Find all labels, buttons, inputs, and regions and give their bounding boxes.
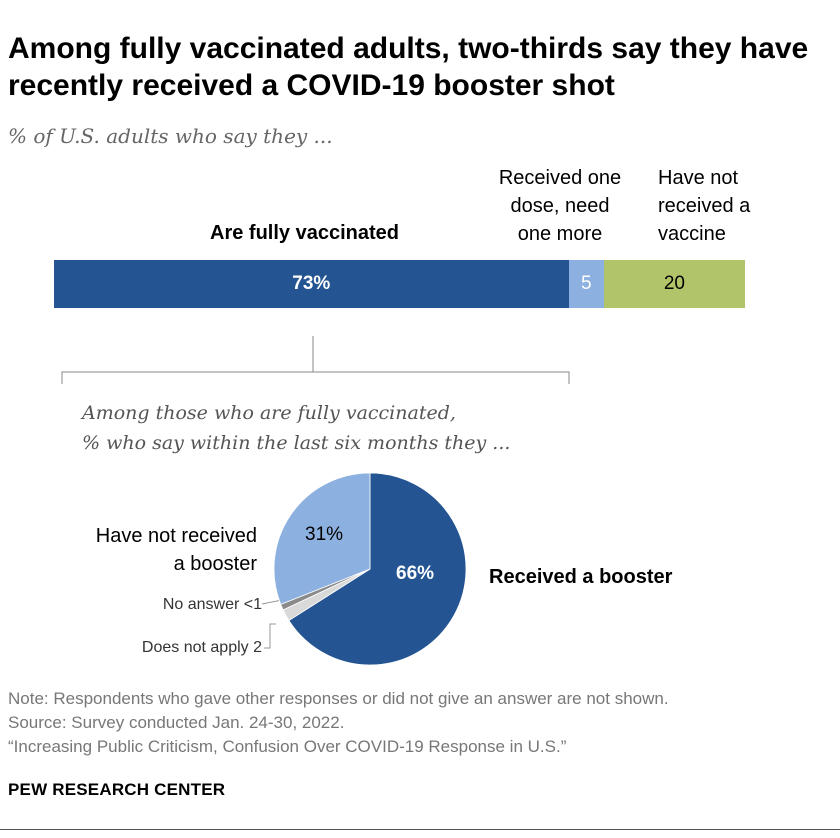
bottom-divider — [0, 829, 840, 830]
bar-label-one-dose-line1: Received one — [498, 167, 622, 189]
bar-value-one-dose: 5 — [580, 273, 592, 294]
pie-slice-not-received — [273, 472, 371, 605]
source-text: Source: Survey conducted Jan. 24-30, 202… — [8, 713, 345, 732]
pie-label-no-answer: No answer <1 — [162, 596, 262, 613]
bar-value-fully-vaccinated: 73% — [292, 273, 331, 294]
bar-label-not-vaccinated-line1: Have not — [658, 167, 739, 189]
bar-label-not-vaccinated-line2: received a — [658, 195, 751, 217]
bar-label-one-dose-line3: one more — [517, 223, 603, 245]
chart-title: Among fully vaccinated adults, two-third… — [8, 32, 809, 102]
pie-label-does-not-apply: Does not apply 2 — [141, 639, 262, 656]
pie-value-not-received: 31% — [305, 524, 344, 545]
bracket-line — [61, 371, 570, 384]
report-title: “Increasing Public Criticism, Confusion … — [8, 737, 567, 756]
pie-subtitle-line1: Among those who are fully vaccinated, — [82, 402, 456, 424]
bar-segment-one-dose — [568, 260, 604, 308]
bar-segment-fully-vaccinated — [54, 260, 569, 308]
bar-label-not-vaccinated-line3: vaccine — [658, 223, 726, 245]
pie-label-not-received-line2: a booster — [173, 553, 257, 575]
note-text: Note: Respondents who gave other respons… — [8, 689, 669, 708]
bar-label-one-dose-line2: dose, need — [510, 195, 610, 217]
pie-chart — [273, 472, 467, 666]
leader-no-answer — [261, 599, 283, 605]
pie-value-received: 66% — [396, 563, 435, 584]
bar-label-not-vaccinated: Have not received a vaccine — [658, 164, 750, 248]
pie-label-not-received-line1: Have not received — [95, 525, 257, 547]
pie-subtitle: Among those who are fully vaccinated, % … — [82, 398, 510, 458]
chart-subtitle: % of U.S. adults who say they ... — [8, 124, 333, 148]
pie-label-received: Received a booster — [489, 566, 673, 588]
brand-label: PEW RESEARCH CENTER — [8, 780, 226, 799]
bar-value-not-vaccinated: 20 — [663, 273, 685, 294]
pie-subtitle-line2: % who say within the last six months the… — [82, 432, 511, 454]
pie-label-not-received: Have not received a booster — [60, 522, 257, 578]
leader-does-not-apply — [264, 623, 276, 649]
bar-label-fully-vaccinated: Are fully vaccinated — [210, 222, 399, 244]
pie-slices — [273, 472, 467, 666]
bar-segment-not-vaccinated — [603, 260, 745, 308]
pie-slice-received — [288, 472, 467, 666]
bar-label-one-dose: Received one dose, need one more — [480, 164, 640, 248]
